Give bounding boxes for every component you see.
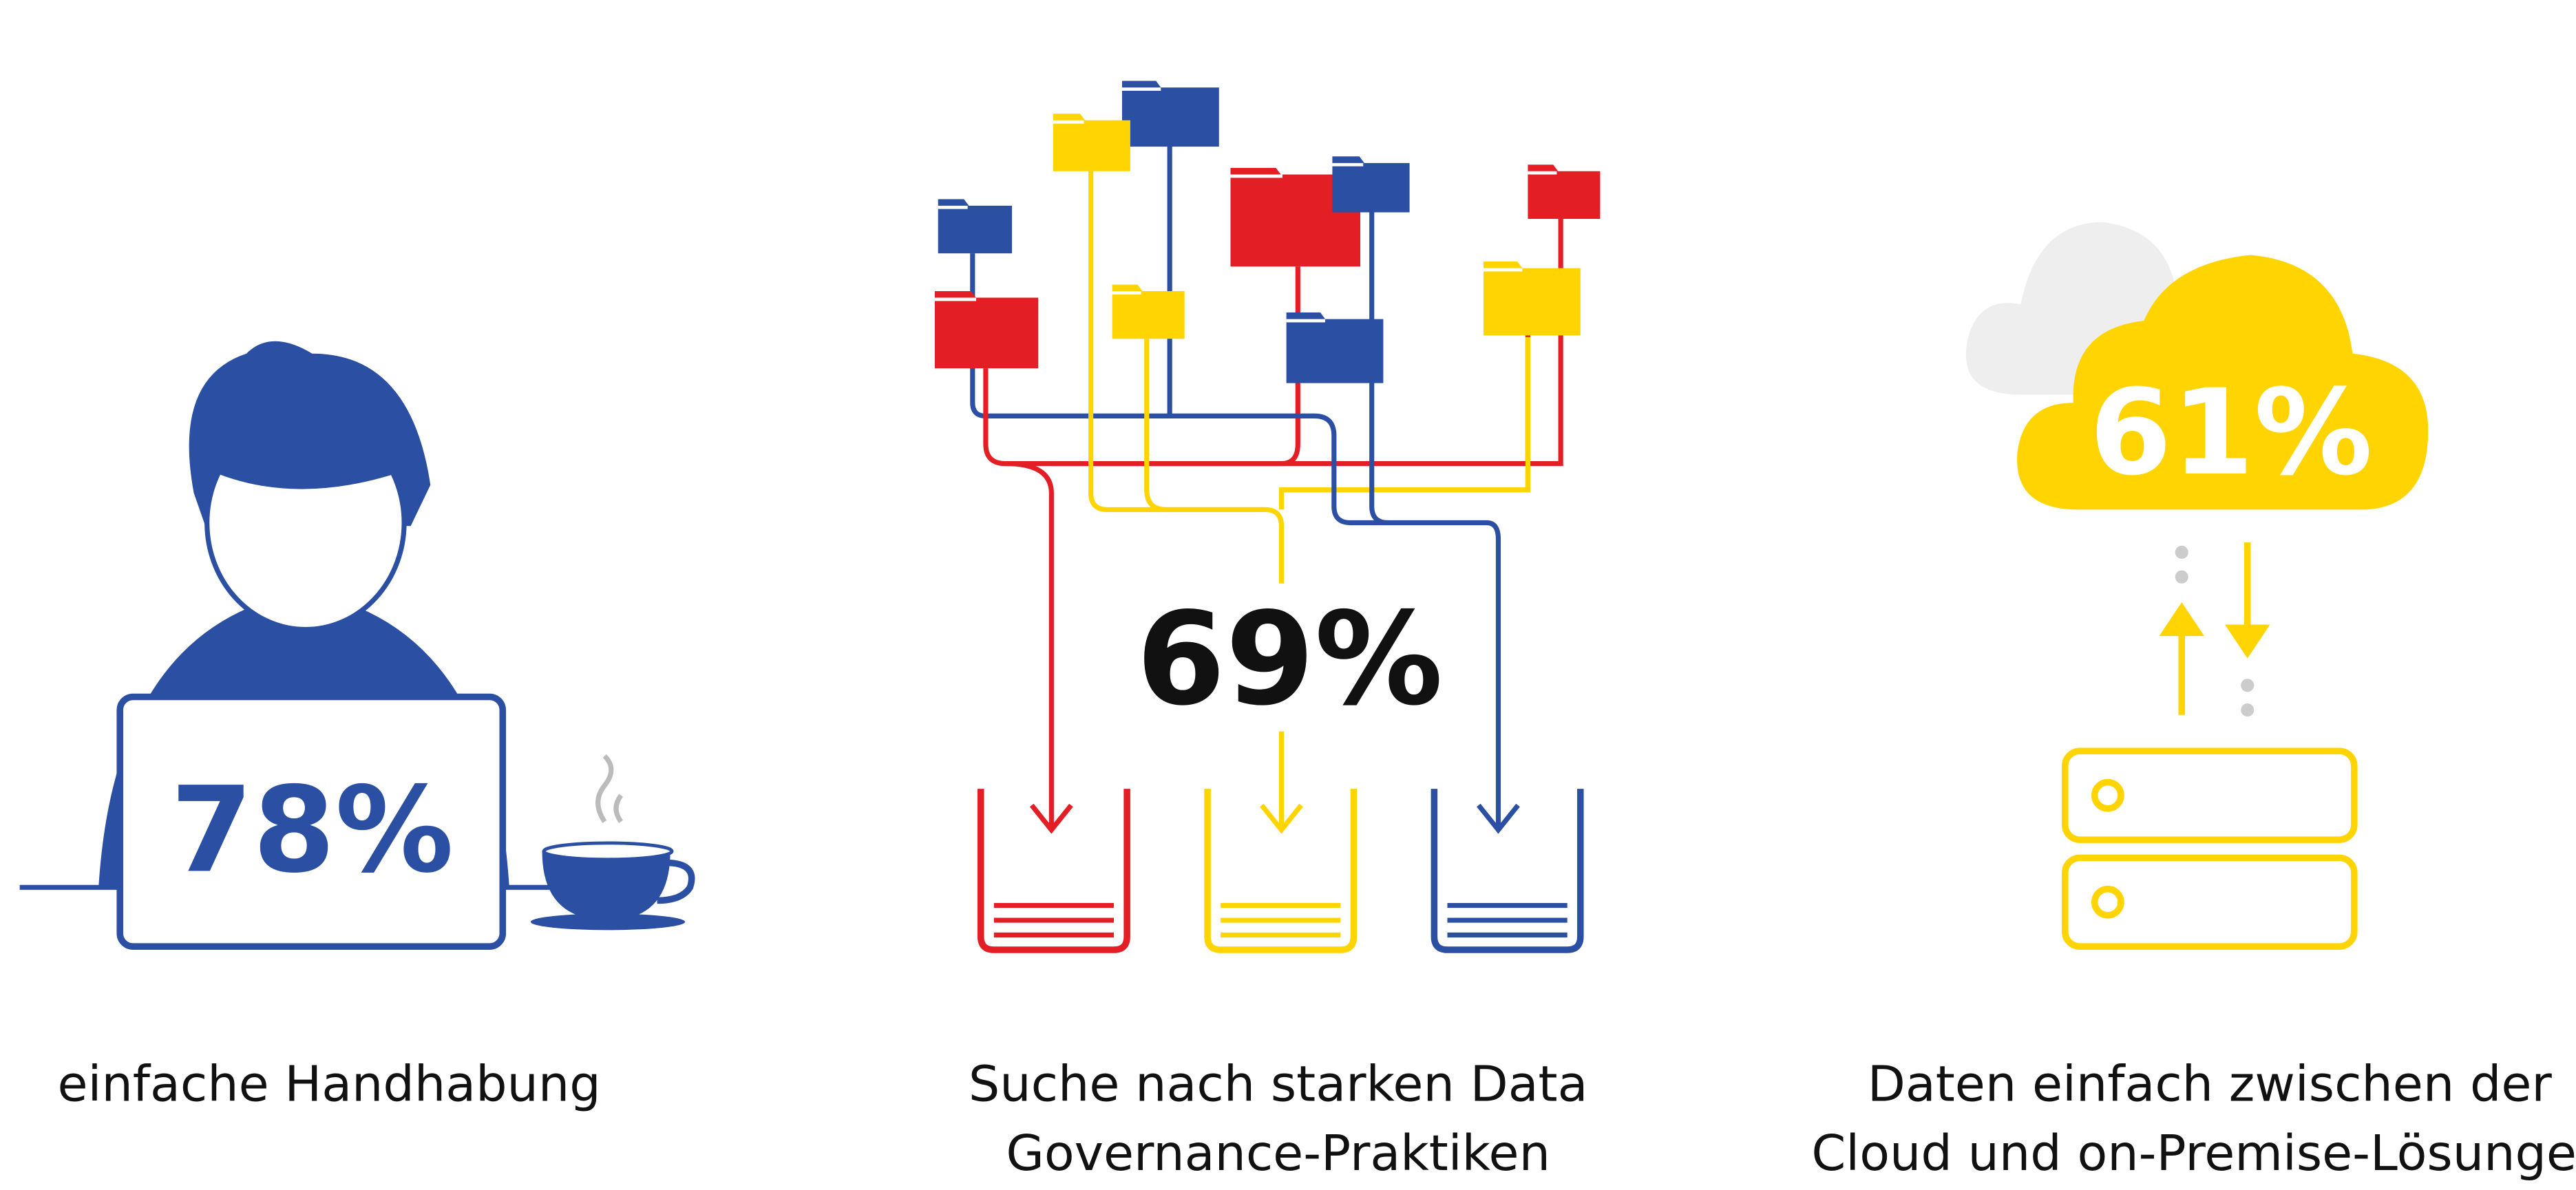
percentage: 61% [2089,364,2372,502]
label: Governance-Praktiken [1006,1125,1550,1182]
folder [1484,262,1581,335]
page: 78% 69% 61% einfache Handhabung Suche na… [0,0,2576,1190]
percentage: 69% [1137,584,1444,734]
cloud-server-icon [1966,222,2428,946]
label: einfache Handhabung [58,1056,601,1113]
label: Daten einfach zwischen der [1868,1056,2553,1113]
label: Suche nach starken Data [969,1056,1588,1113]
bin-outline [1434,789,1580,950]
folder [935,291,1038,368]
percentage: 78% [171,761,454,899]
folder [1287,312,1384,383]
infographic: 78% 69% 61% einfache Handhabung Suche na… [0,0,2576,1190]
folders [935,81,1601,383]
bin [1434,789,1580,950]
label: Cloud und on-Premise-Lösungen [1811,1125,2576,1182]
